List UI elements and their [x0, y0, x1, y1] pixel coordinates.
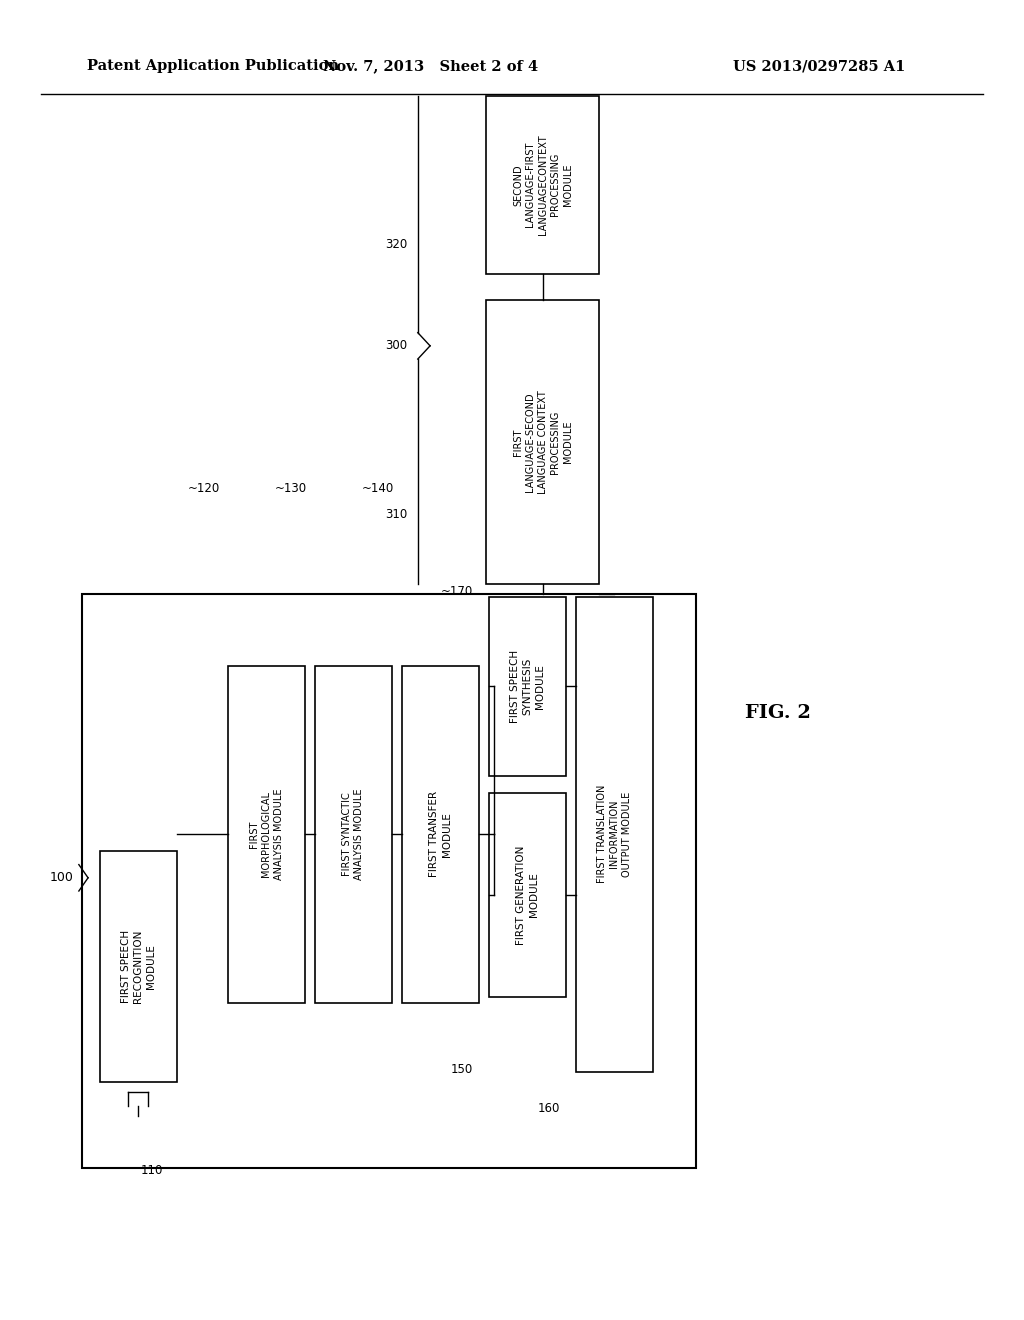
Text: FIRST SYNTACTIC
ANALYSIS MODULE: FIRST SYNTACTIC ANALYSIS MODULE [342, 788, 365, 880]
Text: FIRST TRANSLATION
INFORMATION
OUTPUT MODULE: FIRST TRANSLATION INFORMATION OUTPUT MOD… [597, 785, 632, 883]
Text: US 2013/0297285 A1: US 2013/0297285 A1 [733, 59, 905, 73]
Text: FIG. 2: FIG. 2 [745, 704, 811, 722]
Bar [82, 594, 696, 1168]
Text: ~140: ~140 [362, 482, 394, 495]
Bar [100, 850, 176, 1082]
Text: 150: 150 [451, 1063, 473, 1076]
Text: 300: 300 [385, 339, 408, 352]
Text: SECOND
LANGUAGE-FIRST
LANGUAGECONTEXT
PROCESSING
MODULE: SECOND LANGUAGE-FIRST LANGUAGECONTEXT PR… [513, 135, 572, 235]
Bar [486, 96, 599, 275]
Text: 320: 320 [385, 238, 408, 251]
Text: 100: 100 [50, 871, 74, 884]
Bar [489, 597, 565, 776]
Text: FIRST SPEECH
SYNTHESIS
MODULE: FIRST SPEECH SYNTHESIS MODULE [510, 649, 545, 723]
Text: Nov. 7, 2013   Sheet 2 of 4: Nov. 7, 2013 Sheet 2 of 4 [323, 59, 538, 73]
Text: ~120: ~120 [188, 482, 220, 495]
Text: FIRST SPEECH
RECOGNITION
MODULE: FIRST SPEECH RECOGNITION MODULE [121, 929, 156, 1003]
Bar [315, 667, 391, 1003]
Text: FIRST
LANGUAGE-SECOND
LANGUAGE CONTEXT
PROCESSING
MODULE: FIRST LANGUAGE-SECOND LANGUAGE CONTEXT P… [513, 391, 572, 494]
Text: 310: 310 [385, 508, 408, 521]
Bar [401, 667, 479, 1003]
Bar [575, 597, 653, 1072]
Text: FIRST TRANSFER
MODULE: FIRST TRANSFER MODULE [429, 791, 452, 878]
Bar [227, 667, 305, 1003]
Bar [489, 792, 565, 998]
Text: Patent Application Publication: Patent Application Publication [87, 59, 339, 73]
Text: FIRST GENERATION
MODULE: FIRST GENERATION MODULE [516, 845, 539, 945]
Text: FIRST
MORPHOLOGICAL
ANALYSIS MODULE: FIRST MORPHOLOGICAL ANALYSIS MODULE [249, 788, 284, 880]
Text: ~130: ~130 [275, 482, 307, 495]
Bar [486, 301, 599, 583]
Text: 110: 110 [140, 1164, 163, 1177]
Text: ~170: ~170 [441, 585, 473, 598]
Text: 160: 160 [538, 1102, 560, 1115]
